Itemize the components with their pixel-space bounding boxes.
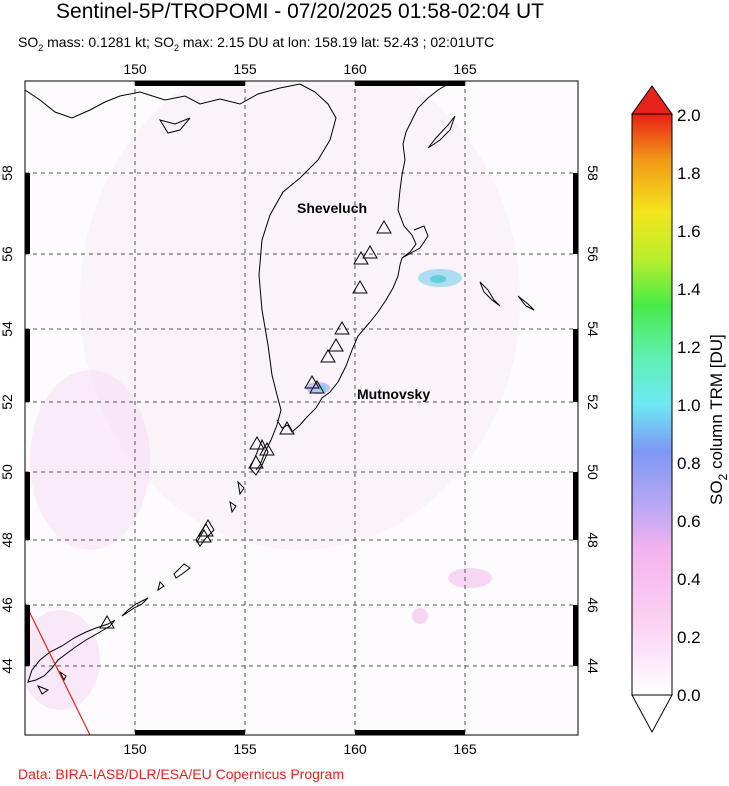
volcano-icon	[198, 523, 214, 537]
lat-tick-label: 46	[0, 597, 15, 613]
colorbar-title-rest: column TRM [DU]	[707, 334, 726, 474]
lat-tick-label: 48	[585, 532, 601, 548]
lat-tick-label: 50	[0, 464, 15, 480]
colorbar-tick-label: 0.2	[677, 628, 701, 647]
volcano-icon	[334, 321, 350, 335]
volcano-icon	[352, 280, 368, 294]
lat-tick-label: 52	[585, 394, 601, 410]
lat-tick-label: 48	[0, 532, 15, 548]
colorbar-tick-label: 2.0	[677, 106, 701, 125]
volcano-icon	[362, 245, 378, 259]
colorbar-tick-label: 1.6	[677, 222, 701, 241]
graticule	[25, 81, 578, 735]
volcano-icon	[259, 442, 275, 456]
frame-bars	[25, 81, 578, 735]
volcano-label-mutnovsky: Mutnovsky	[357, 386, 430, 402]
lon-tick-labels-bottom: 150 155 160 165	[123, 741, 477, 757]
lat-tick-label: 46	[585, 597, 601, 613]
lat-tick-label: 56	[0, 246, 15, 262]
colorbar-tick-label: 1.2	[677, 338, 701, 357]
volcano-icon	[376, 220, 392, 234]
subtitle-sub2: 2	[173, 42, 179, 53]
subtitle-sub: 2	[38, 42, 44, 53]
colorbar-arrow-top	[631, 85, 673, 115]
lon-tick-label: 155	[233, 741, 257, 757]
volcano-icon	[328, 338, 344, 352]
swath-edge-line	[24, 602, 91, 736]
colorbar-tick-label: 0.8	[677, 454, 701, 473]
colorbar-title: SO2 column TRM [DU]	[707, 334, 729, 505]
volcano-markers	[99, 220, 392, 629]
lon-tick-label: 160	[343, 741, 367, 757]
lon-tick-label: 165	[453, 61, 477, 77]
lon-tick-labels-top: 150 155 160 165	[123, 61, 477, 77]
lat-tick-label: 54	[0, 321, 15, 337]
volcano-icon	[304, 375, 320, 389]
volcano-icon	[99, 615, 115, 629]
lat-tick-labels-left: 44 46 48 50 52 54 56 58	[0, 165, 15, 674]
lat-tick-label: 56	[585, 246, 601, 262]
colorbar-tick-label: 0.0	[677, 686, 701, 705]
lat-tick-labels-right: 44 46 48 50 52 54 56 58	[585, 165, 601, 674]
coastline	[25, 83, 535, 695]
subtitle: SO2 mass: 0.1281 kt; SO2 max: 2.15 DU at…	[18, 34, 494, 53]
colorbar-tick-label: 0.4	[677, 570, 701, 589]
lat-tick-label: 58	[0, 165, 15, 181]
colorbar-tick-label: 1.0	[677, 396, 701, 415]
colorbar-tick-label: 0.6	[677, 512, 701, 531]
colorbar-tick-label: 1.4	[677, 280, 701, 299]
data-credit: Data: BIRA-IASB/DLR/ESA/EU Copernicus Pr…	[18, 766, 345, 782]
volcano-icon	[196, 529, 212, 543]
so2-speckle-layer	[25, 81, 520, 710]
colorbar-gradient	[631, 113, 673, 696]
subtitle-mass: mass: 0.1281 kt; SO	[43, 34, 174, 50]
lon-tick-label: 160	[343, 61, 367, 77]
lon-tick-label: 165	[453, 741, 477, 757]
volcano-icon	[309, 380, 325, 394]
lon-tick-label: 150	[123, 741, 147, 757]
volcano-icon	[353, 251, 369, 265]
colorbar-title-so: SO	[707, 480, 726, 505]
lon-tick-label: 150	[123, 61, 147, 77]
lat-tick-label: 44	[585, 658, 601, 674]
lat-tick-label: 58	[585, 165, 601, 181]
volcano-label-sheveluch: Sheveluch	[297, 200, 367, 216]
volcano-icon	[249, 436, 265, 450]
volcano-icon	[320, 349, 336, 363]
volcano-icon	[248, 455, 264, 469]
lon-tick-label: 155	[233, 61, 257, 77]
plot-frame	[24, 80, 579, 736]
colorbar: 0.0 0.2 0.4 0.6 0.8 1.0 1.2 1.4 1.6 1.8 …	[631, 85, 729, 734]
lat-tick-label: 50	[585, 464, 601, 480]
subtitle-so: SO	[18, 34, 39, 50]
colorbar-title-sub: 2	[716, 473, 729, 480]
volcano-icon	[279, 421, 295, 435]
lat-tick-label: 54	[585, 321, 601, 337]
colorbar-tick-label: 1.8	[677, 164, 701, 183]
page-title: Sentinel-5P/TROPOMI - 07/20/2025 01:58-0…	[56, 0, 544, 23]
lat-tick-label: 44	[0, 658, 15, 674]
subtitle-max: max: 2.15 DU at lon: 158.19 lat: 52.43 ;…	[179, 34, 495, 50]
lat-tick-label: 52	[0, 394, 15, 410]
colorbar-arrow-bottom	[631, 694, 673, 734]
